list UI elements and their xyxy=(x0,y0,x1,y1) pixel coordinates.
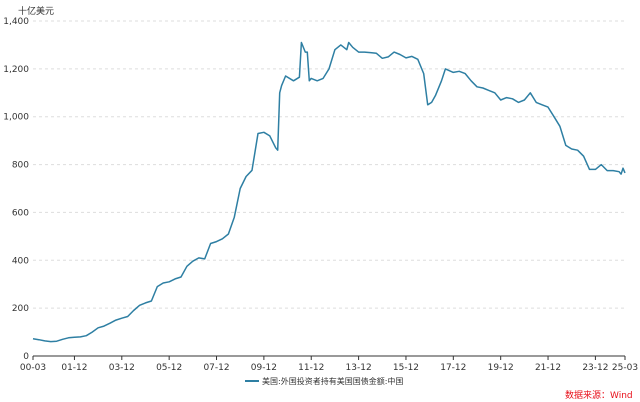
x-axis: 00-03 01-12 03-12 05-12 07-12 09-12 11-12 13-12… xyxy=(20,356,638,373)
grid-lines xyxy=(33,20,625,309)
y-tick-label: 1,200 xyxy=(3,65,29,75)
y-tick-label: 0 xyxy=(23,352,29,362)
x-tick-label: 00-03 xyxy=(20,363,46,373)
x-tick-label: 21-12 xyxy=(535,363,561,373)
x-tick-label: 09-12 xyxy=(251,363,277,373)
legend-label: 美国:外国投资者持有美国国债金额:中国 xyxy=(262,376,403,386)
x-tick-label: 11-12 xyxy=(298,363,324,373)
legend[interactable]: 美国:外国投资者持有美国国债金额:中国 xyxy=(245,376,403,386)
x-tick-label: 19-12 xyxy=(488,363,514,373)
series-line-china-holdings xyxy=(32,41,626,343)
x-tick-label: 13-12 xyxy=(346,363,372,373)
y-axis: 0 200 400 600 800 1,000 1,200 1,400 xyxy=(3,17,29,362)
x-tick-label: 05-12 xyxy=(156,363,182,373)
x-tick-label: 15-12 xyxy=(393,363,419,373)
y-tick-label: 800 xyxy=(12,161,29,171)
source-label: 数据来源：Wind xyxy=(565,389,633,401)
x-tick-label: 03-12 xyxy=(109,363,135,373)
y-tick-label: 1,400 xyxy=(3,17,29,27)
y-axis-unit-label: 十亿美元 xyxy=(18,5,54,17)
y-tick-label: 200 xyxy=(12,304,29,314)
x-tick-label: 07-12 xyxy=(203,363,229,373)
y-tick-label: 1,000 xyxy=(3,113,29,123)
x-tick-label: 17-12 xyxy=(440,363,466,373)
x-tick-label: 01-12 xyxy=(61,363,87,373)
x-tick-label: 23-12 xyxy=(582,363,608,373)
y-tick-label: 400 xyxy=(12,256,29,266)
y-tick-label: 600 xyxy=(12,208,29,218)
x-tick-label: 25-03 xyxy=(612,363,638,373)
